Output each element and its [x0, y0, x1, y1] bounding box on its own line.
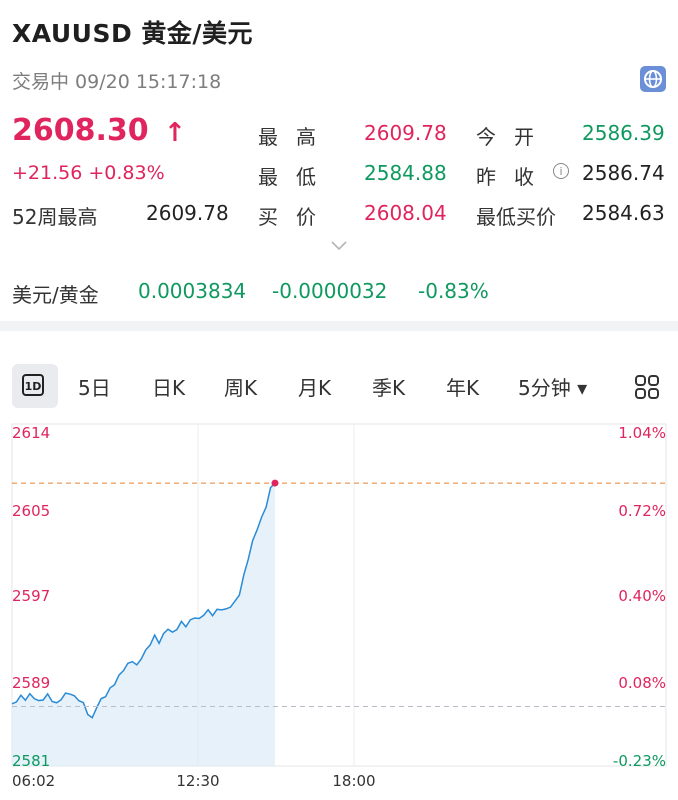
week52-label: 52周最高	[12, 205, 98, 229]
inverse-change: -0.0000032	[272, 279, 388, 303]
tab-year-k[interactable]: 年K	[446, 376, 480, 400]
inverse-pct: -0.83%	[418, 279, 489, 303]
prev-close-label: 昨收	[476, 165, 552, 189]
tab-month-k[interactable]: 月K	[298, 376, 332, 400]
x-tick-label: 12:30	[176, 772, 219, 790]
expand-chevron-icon[interactable]	[331, 236, 347, 255]
low-label: 最低	[258, 165, 334, 189]
x-tick-label: 18:00	[332, 772, 375, 790]
chart-frame	[11, 423, 667, 767]
up-arrow-icon: ↑	[164, 118, 186, 148]
open-value: 2586.39	[582, 121, 665, 145]
section-divider	[0, 321, 678, 331]
open-label: 今开	[476, 125, 552, 149]
y-left-tick-label: 2581	[12, 752, 50, 770]
tab-week-k[interactable]: 周K	[224, 376, 258, 400]
y-right-tick-label: 1.04%	[618, 424, 666, 442]
inverse-value: 0.0003834	[138, 279, 247, 303]
globe-icon[interactable]	[640, 66, 666, 92]
high-value: 2609.78	[364, 121, 447, 145]
tab-1d[interactable]	[12, 364, 58, 408]
page-title: XAUUSD 黄金/美元	[12, 19, 254, 48]
tab-5min-dropdown[interactable]: 5分钟 ▾	[518, 376, 588, 400]
chart-price-line	[11, 482, 276, 719]
inverse-label: 美元/黄金	[12, 283, 99, 307]
current-price: 2608.30	[12, 113, 149, 148]
min-bid-label: 最低买价	[476, 205, 556, 229]
grid-menu-icon[interactable]	[634, 374, 660, 404]
y-right-tick-label: 0.08%	[618, 674, 666, 692]
prev-close-value: 2586.74	[582, 161, 665, 185]
y-right-tick-label: 0.72%	[618, 502, 666, 520]
tab-season-k[interactable]: 季K	[372, 376, 406, 400]
high-label: 最高	[258, 125, 334, 149]
info-icon[interactable]: i	[553, 163, 569, 179]
y-right-tick-label: -0.23%	[613, 752, 666, 770]
trading-status: 交易中 09/20 15:17:18	[12, 71, 222, 93]
y-left-tick-label: 2614	[12, 424, 50, 442]
y-left-tick-label: 2597	[12, 587, 50, 605]
tab-1d-label: 1D	[22, 374, 44, 396]
week52-value: 2609.78	[146, 201, 229, 225]
y-left-tick-label: 2589	[12, 674, 50, 692]
bid-label: 买价	[258, 205, 334, 229]
low-value: 2584.88	[364, 161, 447, 185]
y-left-tick-label: 2605	[12, 502, 50, 520]
chart-area-fill	[12, 483, 275, 766]
bid-value: 2608.04	[364, 201, 447, 225]
tab-day-k[interactable]: 日K	[152, 376, 186, 400]
tab-5d[interactable]: 5日	[78, 376, 111, 400]
chart-current-point	[271, 479, 279, 487]
y-right-tick-label: 0.40%	[618, 587, 666, 605]
x-tick-label: 06:02	[12, 772, 55, 790]
price-change: +21.56 +0.83%	[12, 162, 165, 184]
min-bid-value: 2584.63	[582, 201, 665, 225]
